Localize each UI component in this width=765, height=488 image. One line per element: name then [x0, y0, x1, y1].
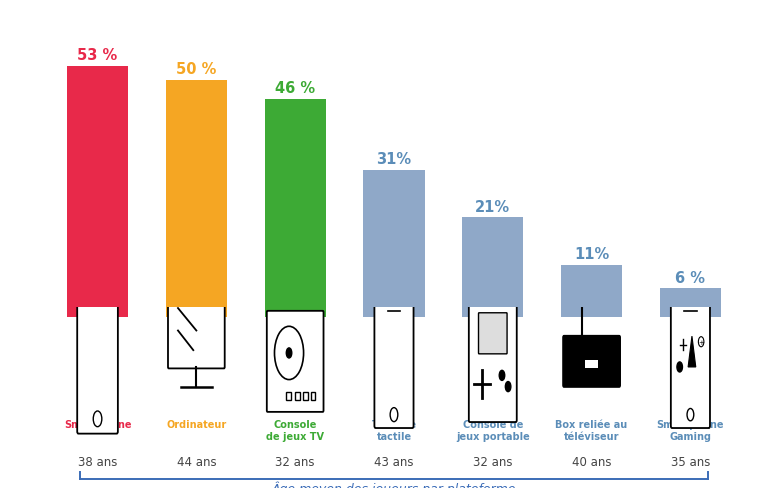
Text: 53 %: 53 % [77, 48, 118, 63]
Text: +: + [698, 339, 704, 345]
Bar [659, 289, 721, 317]
Text: 35 ans: 35 ans [671, 455, 710, 468]
Bar [166, 81, 227, 317]
Text: Smartphone
Gaming: Smartphone Gaming [656, 419, 724, 441]
Bar [286, 392, 291, 400]
FancyBboxPatch shape [469, 301, 516, 422]
Text: 44 ans: 44 ans [177, 455, 216, 468]
Text: Console de
jeux portable: Console de jeux portable [456, 419, 529, 441]
Text: 21%: 21% [475, 199, 510, 214]
Circle shape [506, 382, 511, 392]
Text: 46 %: 46 % [275, 81, 315, 96]
FancyBboxPatch shape [563, 336, 620, 387]
Text: 32 ans: 32 ans [275, 455, 315, 468]
Text: 6 %: 6 % [675, 270, 705, 285]
FancyBboxPatch shape [77, 289, 118, 434]
Polygon shape [688, 336, 696, 367]
Text: Ordinateur: Ordinateur [166, 419, 226, 429]
Circle shape [500, 370, 505, 381]
Bar [67, 67, 129, 317]
Text: 11%: 11% [574, 246, 609, 262]
Bar [265, 100, 326, 317]
Text: Box reliée au
téléviseur: Box reliée au téléviseur [555, 419, 628, 441]
Circle shape [698, 337, 704, 347]
FancyBboxPatch shape [267, 311, 324, 412]
Circle shape [687, 408, 694, 421]
Text: Âge moyen des joueurs par plateforme: Âge moyen des joueurs par plateforme [272, 481, 516, 488]
FancyBboxPatch shape [168, 282, 225, 368]
Text: 40 ans: 40 ans [572, 455, 611, 468]
Circle shape [286, 348, 291, 358]
Text: 43 ans: 43 ans [374, 455, 414, 468]
Bar [462, 218, 523, 317]
Circle shape [390, 408, 398, 422]
Circle shape [275, 326, 304, 380]
Circle shape [93, 411, 102, 427]
Text: 31%: 31% [376, 152, 412, 167]
FancyBboxPatch shape [671, 295, 710, 428]
Bar [561, 265, 622, 317]
Text: 50 %: 50 % [176, 62, 216, 77]
Text: 32 ans: 32 ans [473, 455, 513, 468]
Bar [303, 392, 308, 400]
Text: 38 ans: 38 ans [78, 455, 117, 468]
Text: Tablette
tactile: Tablette tactile [372, 419, 416, 441]
Bar [585, 360, 597, 368]
Text: Smartphone: Smartphone [63, 419, 132, 429]
Bar [363, 171, 425, 317]
Text: Console
de jeux TV: Console de jeux TV [266, 419, 324, 441]
FancyBboxPatch shape [479, 313, 507, 354]
Bar [311, 392, 315, 400]
Bar [295, 392, 300, 400]
Circle shape [677, 362, 682, 372]
FancyBboxPatch shape [374, 295, 414, 428]
